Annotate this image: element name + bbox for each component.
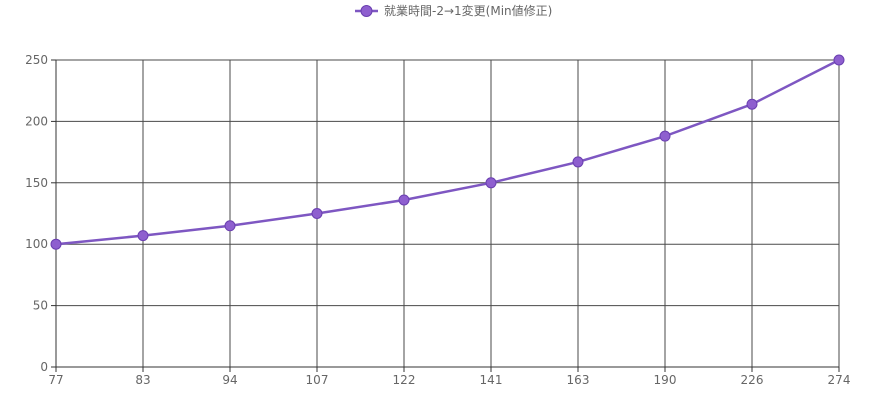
y-tick-label: 100 (25, 237, 48, 251)
x-tick-label: 226 (741, 373, 764, 387)
data-point[interactable] (137, 230, 149, 242)
legend-marker (360, 5, 373, 17)
y-tick-label: 0 (40, 360, 48, 374)
x-tick-label: 107 (306, 373, 329, 387)
x-tick-label: 274 (828, 373, 851, 387)
data-point[interactable] (50, 238, 62, 250)
data-point[interactable] (485, 177, 497, 189)
series-layer (50, 54, 845, 250)
x-tick-label: 141 (480, 373, 503, 387)
y-tick-label: 50 (33, 299, 48, 313)
x-tick-label: 163 (567, 373, 590, 387)
x-tick-label: 190 (654, 373, 677, 387)
data-point[interactable] (746, 98, 758, 110)
y-tick-label: 200 (25, 114, 48, 128)
y-axis-ticks: 0 50 100 150 200 250 (25, 53, 56, 374)
data-point[interactable] (572, 156, 584, 168)
series-line (55, 58, 840, 246)
y-tick-label: 250 (25, 53, 48, 67)
x-tick-label: 122 (393, 373, 416, 387)
y-tick-label: 150 (25, 176, 48, 190)
data-point[interactable] (659, 130, 671, 142)
grid (56, 59, 840, 367)
legend-label: 就業時間-2→1変更(Min値修正) (384, 3, 552, 18)
data-point[interactable] (398, 194, 410, 206)
x-axis-ticks: 77 83 94 107 122 141 163 190 226 274 (48, 367, 850, 387)
x-tick-label: 94 (222, 373, 237, 387)
data-point[interactable] (833, 54, 845, 66)
data-point[interactable] (224, 220, 236, 232)
x-tick-label: 77 (48, 373, 63, 387)
x-tick-label: 83 (135, 373, 150, 387)
data-point[interactable] (311, 208, 323, 219)
legend[interactable]: 就業時間-2→1変更(Min値修正) (355, 3, 552, 18)
axes (55, 60, 839, 368)
